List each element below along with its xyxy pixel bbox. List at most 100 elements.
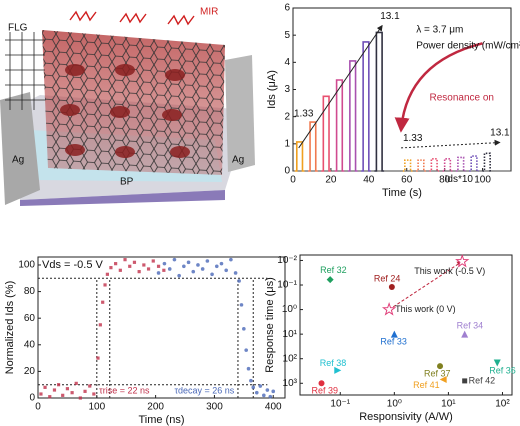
point-label: This work (0 V) bbox=[395, 304, 456, 314]
pulse bbox=[347, 60, 358, 172]
x-tick-label: 200 bbox=[147, 402, 164, 413]
annotation: λ = 3.7 μm bbox=[416, 24, 463, 35]
point bbox=[246, 366, 251, 371]
annotation: Resonance on bbox=[429, 92, 494, 103]
point bbox=[229, 257, 233, 262]
y-tick-label: 10⁰ bbox=[282, 304, 297, 315]
point bbox=[137, 270, 141, 274]
point bbox=[48, 395, 52, 399]
point bbox=[233, 271, 238, 275]
point bbox=[65, 387, 70, 391]
point bbox=[162, 261, 167, 266]
pulse bbox=[308, 121, 318, 172]
substrate-edge bbox=[20, 190, 225, 206]
point bbox=[151, 259, 155, 263]
point-label: Ref 34 bbox=[457, 321, 484, 331]
point bbox=[439, 375, 447, 383]
y-tick-label: 6 bbox=[284, 3, 290, 14]
point-label: Ref 38 bbox=[320, 358, 347, 368]
trend-arrow bbox=[401, 139, 501, 149]
point-label: Ref 37 bbox=[424, 368, 451, 378]
point bbox=[167, 267, 172, 271]
x-axis-label: Time (ns) bbox=[138, 414, 184, 426]
point-label: Ref 24 bbox=[374, 273, 401, 283]
trend-arrow bbox=[298, 24, 383, 149]
point bbox=[390, 330, 398, 338]
y-tick-label: 3 bbox=[284, 84, 290, 95]
point bbox=[244, 348, 248, 352]
mir-label: MIR bbox=[200, 7, 218, 18]
point bbox=[388, 283, 395, 290]
point bbox=[52, 388, 57, 392]
x-axis-label: Time (s) bbox=[382, 187, 422, 199]
point bbox=[214, 264, 219, 269]
point-label: Ref 42 bbox=[469, 375, 496, 385]
point-label: Ref 36 bbox=[489, 365, 516, 375]
point bbox=[191, 269, 196, 274]
pulse bbox=[321, 95, 332, 172]
point bbox=[268, 394, 273, 399]
x-tick-label: 0 bbox=[290, 175, 296, 186]
point bbox=[205, 259, 210, 263]
y-tick-label: 60 bbox=[24, 313, 36, 324]
point bbox=[109, 266, 113, 270]
point bbox=[237, 279, 241, 283]
y-tick-label: 20 bbox=[24, 366, 36, 377]
point bbox=[318, 380, 325, 387]
x-axis-label: Responsivity (A/W) bbox=[359, 411, 453, 423]
bp-label: BP bbox=[120, 177, 134, 188]
y-axis-label: Normalized Ids (%) bbox=[4, 281, 16, 375]
point bbox=[461, 330, 469, 338]
point-label: Ref 33 bbox=[380, 337, 407, 347]
annotation: Power density (mW/cm²) bbox=[416, 41, 520, 52]
y-tick-label: 1 bbox=[284, 138, 290, 149]
point bbox=[334, 366, 342, 374]
pulse bbox=[294, 141, 305, 172]
plot-frame bbox=[37, 256, 286, 399]
y-axis-label: Ids (μA) bbox=[266, 70, 278, 109]
x-tick-label: 100 bbox=[88, 402, 105, 413]
point bbox=[162, 268, 166, 272]
point bbox=[128, 264, 132, 268]
annotation: Vds = -0.5 V bbox=[42, 259, 104, 271]
point bbox=[118, 268, 122, 272]
mir-arrows bbox=[69, 10, 195, 26]
annotation: Ids*10 bbox=[445, 174, 474, 185]
point bbox=[186, 260, 191, 265]
y-tick-label: 0 bbox=[284, 166, 290, 177]
point bbox=[114, 262, 118, 266]
point bbox=[43, 385, 47, 389]
y-tick-label: 5 bbox=[284, 30, 290, 41]
bp-flakes bbox=[60, 64, 190, 158]
x-tick-label: 60 bbox=[401, 175, 413, 186]
annotation: 13.1 bbox=[380, 11, 400, 22]
x-tick-label: 300 bbox=[206, 402, 223, 413]
point bbox=[182, 264, 186, 269]
annotation: τdecay = 26 ns bbox=[174, 386, 234, 396]
x-tick-label: 0 bbox=[35, 402, 41, 413]
point bbox=[455, 253, 470, 268]
point bbox=[239, 303, 244, 307]
point bbox=[88, 384, 92, 388]
pulse bbox=[402, 159, 413, 172]
resonance-arrow bbox=[394, 42, 483, 133]
device-illustration: MIR FLG BP Ag Ag bbox=[0, 7, 255, 206]
point bbox=[262, 393, 266, 398]
x-tick-label: 20 bbox=[325, 175, 337, 186]
point bbox=[156, 271, 161, 275]
point bbox=[224, 268, 228, 273]
x-tick-label: 10⁻¹ bbox=[330, 399, 350, 410]
annotation: 1.33 bbox=[403, 133, 423, 144]
annotation: 1.33 bbox=[294, 109, 314, 120]
point bbox=[146, 267, 151, 271]
ag-label: Ag bbox=[12, 155, 24, 166]
plot-frame bbox=[299, 254, 513, 396]
point bbox=[92, 392, 96, 396]
pulse bbox=[374, 31, 385, 172]
y-tick-label: 100 bbox=[18, 260, 35, 271]
point bbox=[101, 300, 105, 304]
pulse bbox=[416, 159, 426, 172]
point bbox=[132, 260, 137, 264]
y-tick-label: 10¹ bbox=[283, 329, 298, 340]
point bbox=[265, 388, 270, 392]
